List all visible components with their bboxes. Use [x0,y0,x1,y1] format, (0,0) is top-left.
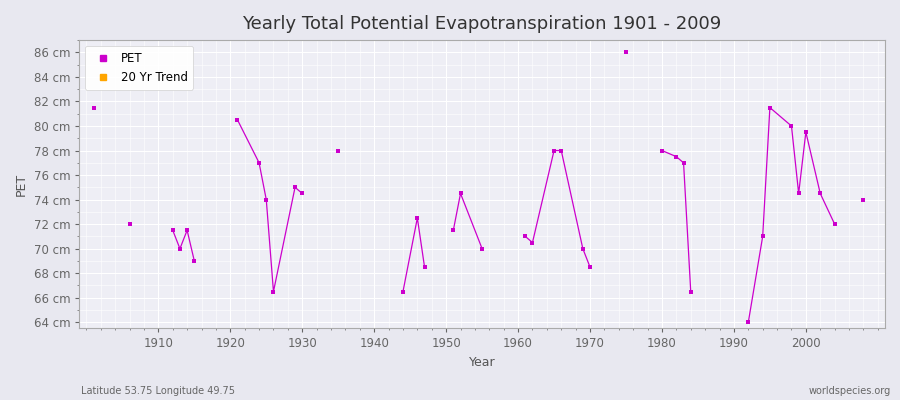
Legend: PET, 20 Yr Trend: PET, 20 Yr Trend [86,46,194,90]
Text: Latitude 53.75 Longitude 49.75: Latitude 53.75 Longitude 49.75 [81,386,235,396]
Title: Yearly Total Potential Evapotranspiration 1901 - 2009: Yearly Total Potential Evapotranspiratio… [242,15,722,33]
Y-axis label: PET: PET [15,173,28,196]
Text: worldspecies.org: worldspecies.org [809,386,891,396]
X-axis label: Year: Year [469,356,495,369]
